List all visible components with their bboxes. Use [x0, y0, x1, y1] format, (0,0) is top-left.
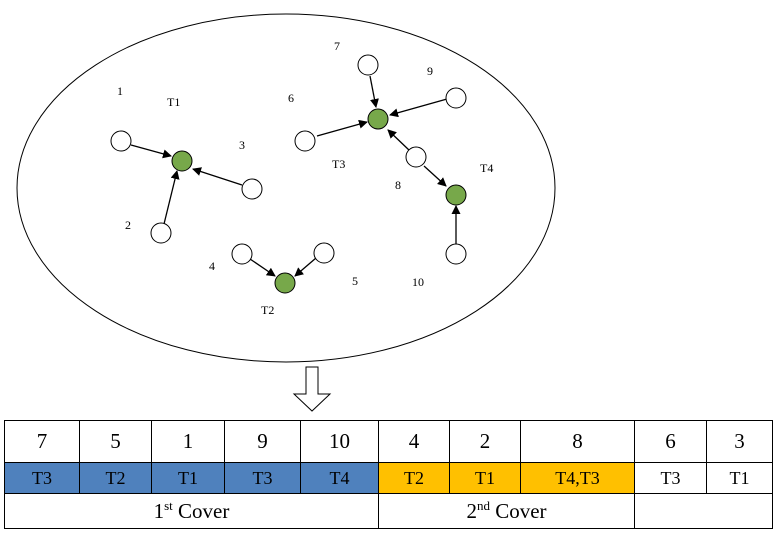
target-cell: T2: [79, 462, 152, 494]
target-nodes: [171, 108, 467, 294]
label-node-10: 10: [412, 275, 424, 289]
sensor-node-8: [405, 146, 427, 168]
down-arrow-icon: [292, 366, 332, 412]
edge-3-T1: [192, 167, 243, 186]
edge-4-T2: [249, 258, 276, 277]
sensor-node-5: [313, 242, 335, 264]
order-cell: 9: [224, 420, 301, 463]
label-target-T3: T3: [332, 157, 345, 171]
label-target-T2: T2: [261, 303, 274, 317]
target-node-T2: [274, 272, 296, 294]
target-cell: T1: [449, 462, 521, 494]
target-cell: T3: [634, 462, 707, 494]
second-cover-label: 2nd Cover: [378, 493, 635, 529]
edge-7-T3: [369, 75, 379, 108]
order-cell: 3: [706, 420, 773, 463]
target-node-T1: [171, 150, 193, 172]
order-cell: 7: [4, 420, 80, 463]
label-node-6: 6: [288, 91, 294, 105]
target-cell: T4: [300, 462, 379, 494]
edge-9-T3: [389, 98, 448, 118]
sensor-node-3: [241, 178, 263, 200]
sensor-node-6: [294, 130, 316, 152]
order-cell: 4: [378, 420, 450, 463]
sensor-nodes: [110, 54, 467, 265]
sensor-node-4: [231, 243, 253, 265]
label-target-T4: T4: [480, 161, 493, 175]
sensor-node-1: [110, 130, 132, 152]
sensor-network-diagram: 7 9 1 6 3 8 2 4 5 10 T1 T2 T3 T4: [16, 13, 556, 412]
label-node-9: 9: [427, 64, 433, 78]
edge-5-T2: [294, 257, 317, 277]
edge-1-T1: [130, 144, 172, 159]
label-node-5: 5: [352, 274, 358, 288]
label-node-4: 4: [209, 259, 215, 273]
label-target-T1: T1: [167, 95, 180, 109]
label-node-8: 8: [395, 178, 401, 192]
target-cell: T4,T3: [520, 462, 635, 494]
target-cell: T3: [4, 462, 80, 494]
target-cell: T1: [706, 462, 773, 494]
edge-8-T4: [423, 165, 447, 187]
edge-6-T3: [316, 119, 368, 137]
node-labels: 7 9 1 6 3 8 2 4 5 10 T1 T2 T3 T4: [117, 39, 493, 317]
order-cell: 5: [79, 420, 152, 463]
target-cell: T2: [378, 462, 450, 494]
order-cell: 2: [449, 420, 521, 463]
edges: [130, 75, 461, 277]
sensor-order-row: 7 5 1 9 10 4 2 8 6 3: [4, 420, 773, 463]
sensor-node-7: [357, 54, 379, 76]
target-cell: T1: [151, 462, 225, 494]
label-node-3: 3: [239, 138, 245, 152]
sensor-node-9: [445, 87, 467, 109]
label-node-7: 7: [334, 39, 340, 53]
sensor-node-2: [150, 222, 172, 244]
network-region-ellipse: [16, 13, 556, 363]
label-node-1: 1: [117, 84, 123, 98]
cover-row: 1st Cover 2nd Cover: [4, 493, 773, 529]
empty-cover-cell: [634, 493, 773, 529]
target-node-T4: [445, 184, 467, 206]
order-cell: 6: [634, 420, 707, 463]
first-cover-label: 1st Cover: [4, 493, 379, 529]
label-node-2: 2: [125, 218, 131, 232]
order-cell: 10: [300, 420, 379, 463]
target-assignment-row: T3 T2 T1 T3 T4 T2 T1 T4,T3 T3 T1: [4, 462, 773, 494]
sensor-node-10: [445, 243, 467, 265]
edge-2-T1: [163, 170, 180, 225]
order-cell: 1: [151, 420, 225, 463]
edge-8-T3: [387, 129, 411, 152]
target-cell: T3: [224, 462, 301, 494]
order-cell: 8: [520, 420, 635, 463]
cover-schedule-table: 7 5 1 9 10 4 2 8 6 3 T3 T2 T1 T3 T4 T2 T…: [4, 420, 773, 529]
target-node-T3: [367, 108, 389, 130]
